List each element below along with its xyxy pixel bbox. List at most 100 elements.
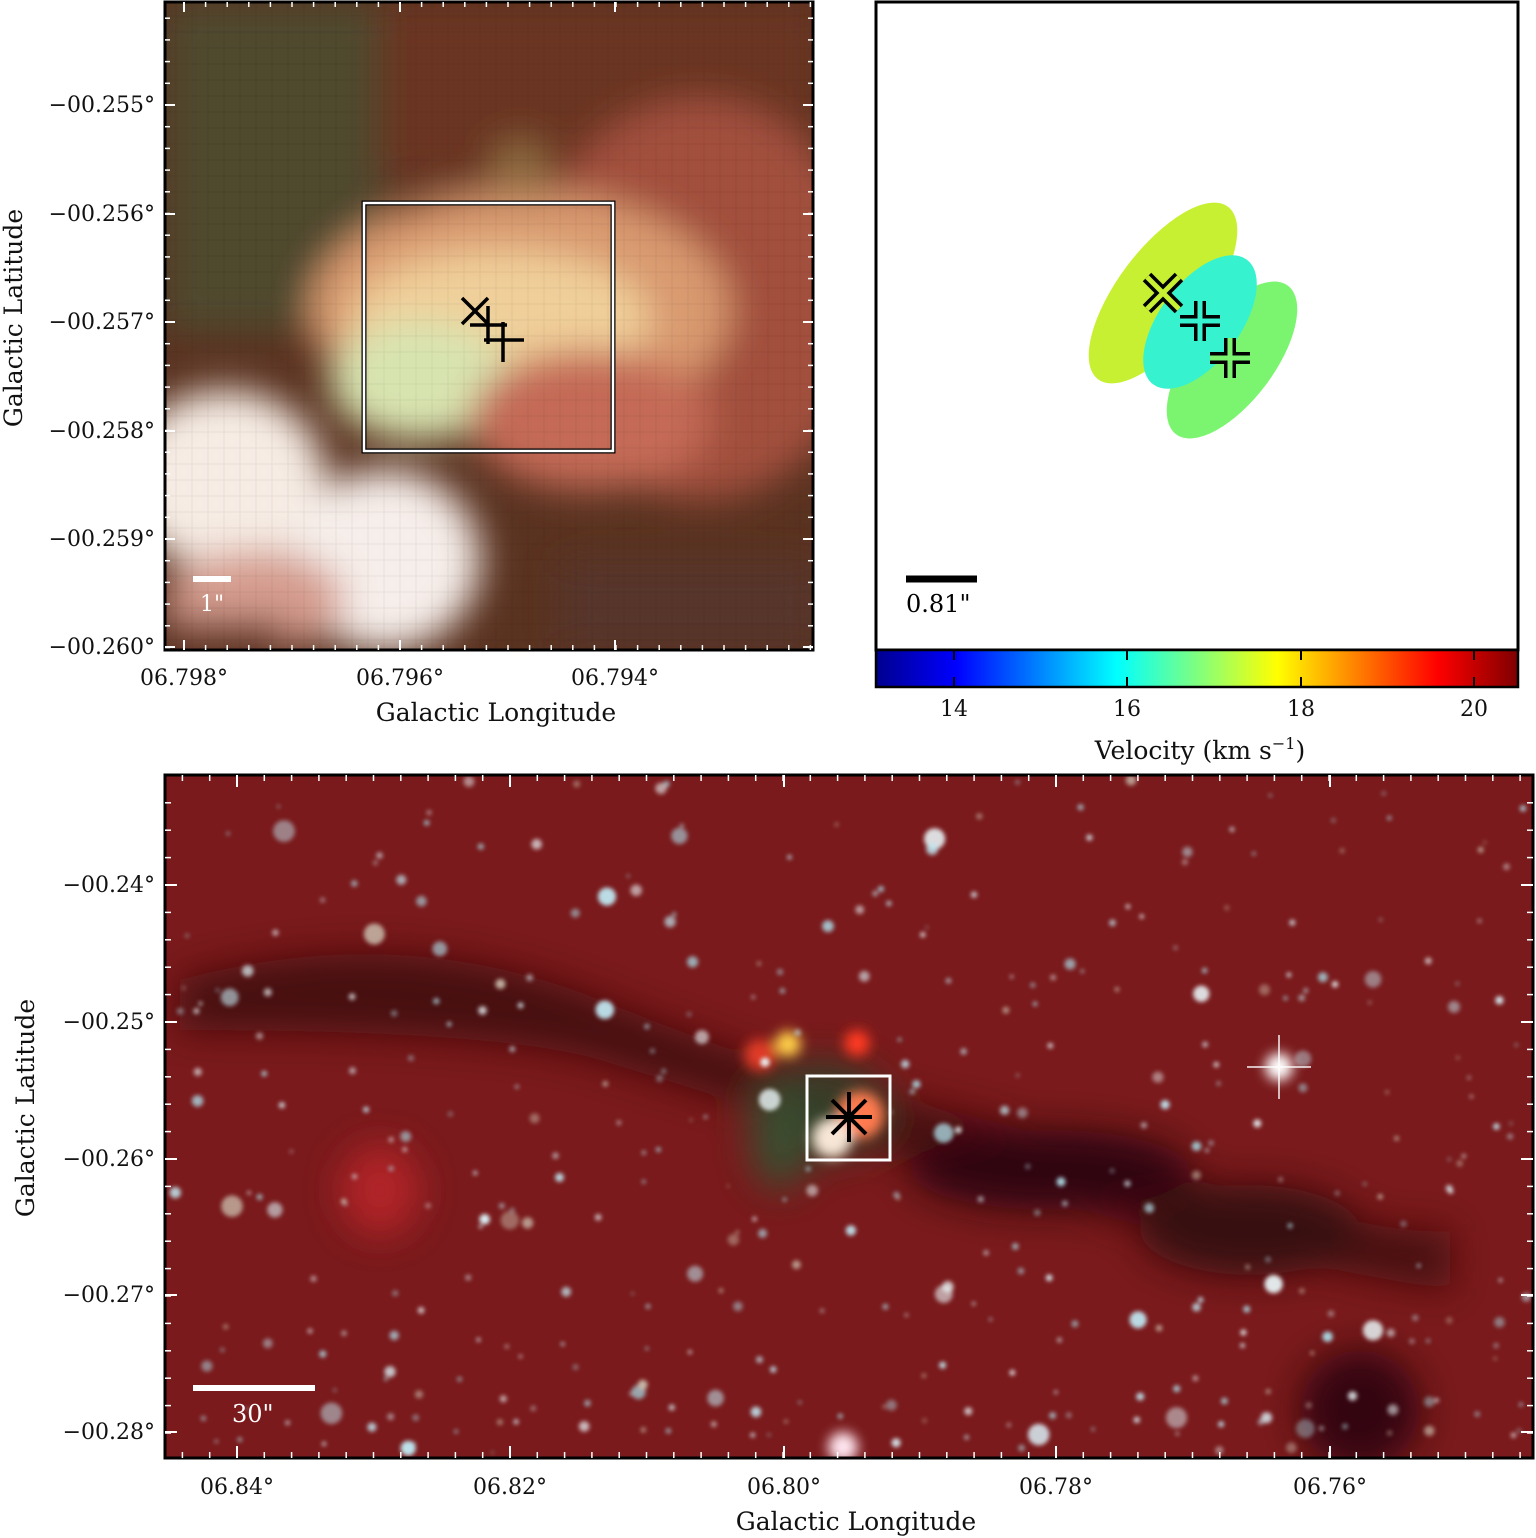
star (760, 1057, 770, 1067)
y-axis-label: Galactic Latitude (0, 209, 28, 427)
star (779, 988, 786, 994)
star (897, 1037, 902, 1042)
star (1010, 975, 1014, 979)
star (521, 1217, 534, 1229)
star (285, 1420, 290, 1426)
star (650, 1048, 655, 1054)
star (1287, 1223, 1293, 1229)
star (273, 820, 295, 842)
star (1253, 1119, 1262, 1128)
star (237, 1437, 242, 1442)
star (726, 1184, 730, 1188)
star (661, 1068, 666, 1074)
star (909, 1088, 915, 1095)
star (1498, 1278, 1503, 1282)
star (267, 1202, 283, 1218)
star (703, 1115, 708, 1119)
star (637, 1379, 648, 1390)
star (750, 1432, 756, 1438)
bottom-scalebar: 30" (193, 1385, 315, 1428)
star (1202, 967, 1208, 974)
star (1218, 1421, 1224, 1428)
colorbar-tick-label: 18 (1287, 697, 1315, 722)
star (1056, 1177, 1066, 1187)
star (1327, 1310, 1335, 1317)
star (478, 1224, 483, 1229)
star (1191, 1141, 1202, 1151)
star (402, 1147, 408, 1152)
star (499, 1395, 507, 1403)
colorbar: 14 16 18 20 Velocity (km s−1) (874, 648, 1520, 765)
star (256, 1032, 263, 1040)
star (942, 1281, 954, 1293)
star (1025, 1164, 1031, 1169)
star (573, 780, 581, 788)
colorbar-tick-label: 20 (1460, 697, 1488, 722)
star (1387, 1430, 1393, 1436)
star (1412, 1314, 1419, 1321)
star (457, 1376, 463, 1382)
star (184, 933, 190, 938)
star (1252, 851, 1256, 856)
star (806, 1184, 818, 1197)
star (1387, 1404, 1399, 1416)
star (925, 925, 929, 929)
star (198, 1001, 203, 1006)
star (1125, 775, 1137, 786)
star (1124, 1180, 1131, 1187)
star (1294, 1050, 1312, 1068)
star (1139, 914, 1144, 919)
star (477, 843, 484, 850)
colorbar-tick-label: 14 (940, 697, 968, 722)
star (855, 905, 865, 915)
star (1469, 1094, 1473, 1099)
star (727, 1234, 740, 1246)
star (1057, 1337, 1062, 1343)
star (584, 1400, 591, 1407)
star (792, 1260, 801, 1270)
star (1197, 1297, 1204, 1303)
star (1034, 1209, 1041, 1216)
star (782, 1197, 787, 1202)
star (322, 1441, 326, 1446)
star (1071, 1320, 1079, 1328)
star (707, 1389, 724, 1407)
star (1483, 840, 1487, 845)
star (176, 1007, 184, 1015)
star (513, 1419, 519, 1425)
star (1424, 1425, 1435, 1437)
star (529, 1113, 540, 1124)
star (970, 891, 978, 898)
star (640, 1427, 646, 1433)
star (1519, 1402, 1523, 1407)
star (983, 1250, 989, 1256)
star (1511, 1432, 1516, 1438)
star (433, 998, 440, 1005)
x-tick-label: 06.798° (140, 666, 228, 691)
colorbar-label-main: Velocity (km s (1094, 736, 1272, 765)
star (200, 1415, 206, 1421)
star (616, 1120, 622, 1125)
x-axis-label: Galactic Longitude (736, 1507, 976, 1536)
star (767, 1433, 771, 1437)
star (641, 1179, 646, 1184)
star (1283, 996, 1288, 1001)
star (668, 1404, 675, 1411)
star (1461, 1154, 1466, 1159)
star (858, 970, 870, 982)
star (794, 1029, 801, 1036)
star (1417, 1264, 1421, 1268)
star (1278, 1177, 1283, 1182)
x-axis-label: Galactic Longitude (376, 698, 616, 727)
star (671, 827, 688, 845)
plus-marker (1180, 301, 1220, 341)
star (1009, 1369, 1016, 1376)
star (689, 1118, 693, 1122)
colorbar-tick-label: 16 (1113, 697, 1141, 722)
star (1455, 981, 1460, 986)
star (1080, 969, 1085, 973)
star (882, 1303, 889, 1310)
star (373, 860, 378, 866)
star (1493, 1343, 1499, 1348)
star (1381, 791, 1386, 796)
